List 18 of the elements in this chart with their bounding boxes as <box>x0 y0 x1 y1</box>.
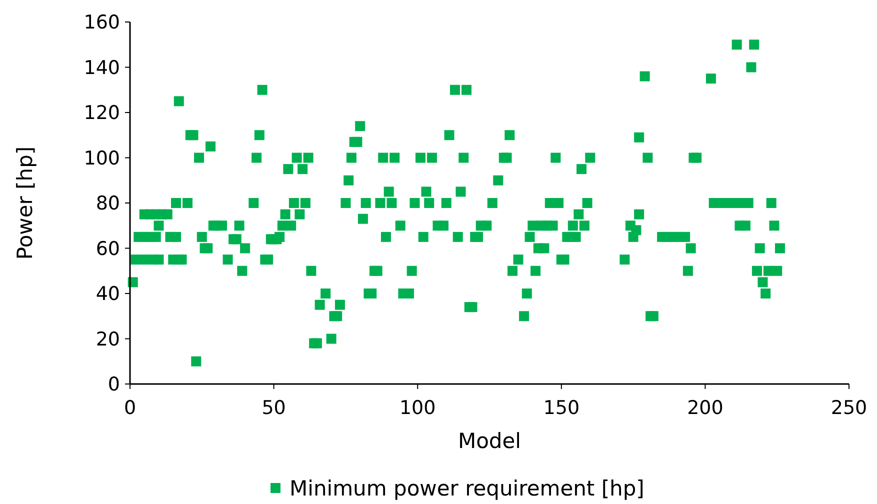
y-tick-label: 60 <box>96 238 120 260</box>
x-tick-label: 50 <box>262 397 286 419</box>
y-tick-label: 120 <box>84 102 120 124</box>
x-axis-title: Model <box>458 429 522 453</box>
y-axis-title: Power [hp] <box>13 146 37 260</box>
x-tick-label: 150 <box>543 397 580 419</box>
legend-label: Minimum power requirement [hp] <box>290 476 644 500</box>
y-tick-label: 0 <box>108 374 120 396</box>
y-tick-label: 100 <box>84 147 120 170</box>
x-tick-label: 250 <box>830 397 868 419</box>
x-tick-label: 0 <box>124 397 136 419</box>
y-tick-label: 40 <box>96 283 120 306</box>
y-tick-label: 140 <box>84 56 120 79</box>
y-tick-label: 160 <box>84 12 120 34</box>
x-tick-label: 100 <box>399 397 436 419</box>
y-tick-label: 20 <box>96 328 120 350</box>
y-tick-label: 80 <box>96 192 120 215</box>
x-tick-label: 200 <box>687 397 724 419</box>
